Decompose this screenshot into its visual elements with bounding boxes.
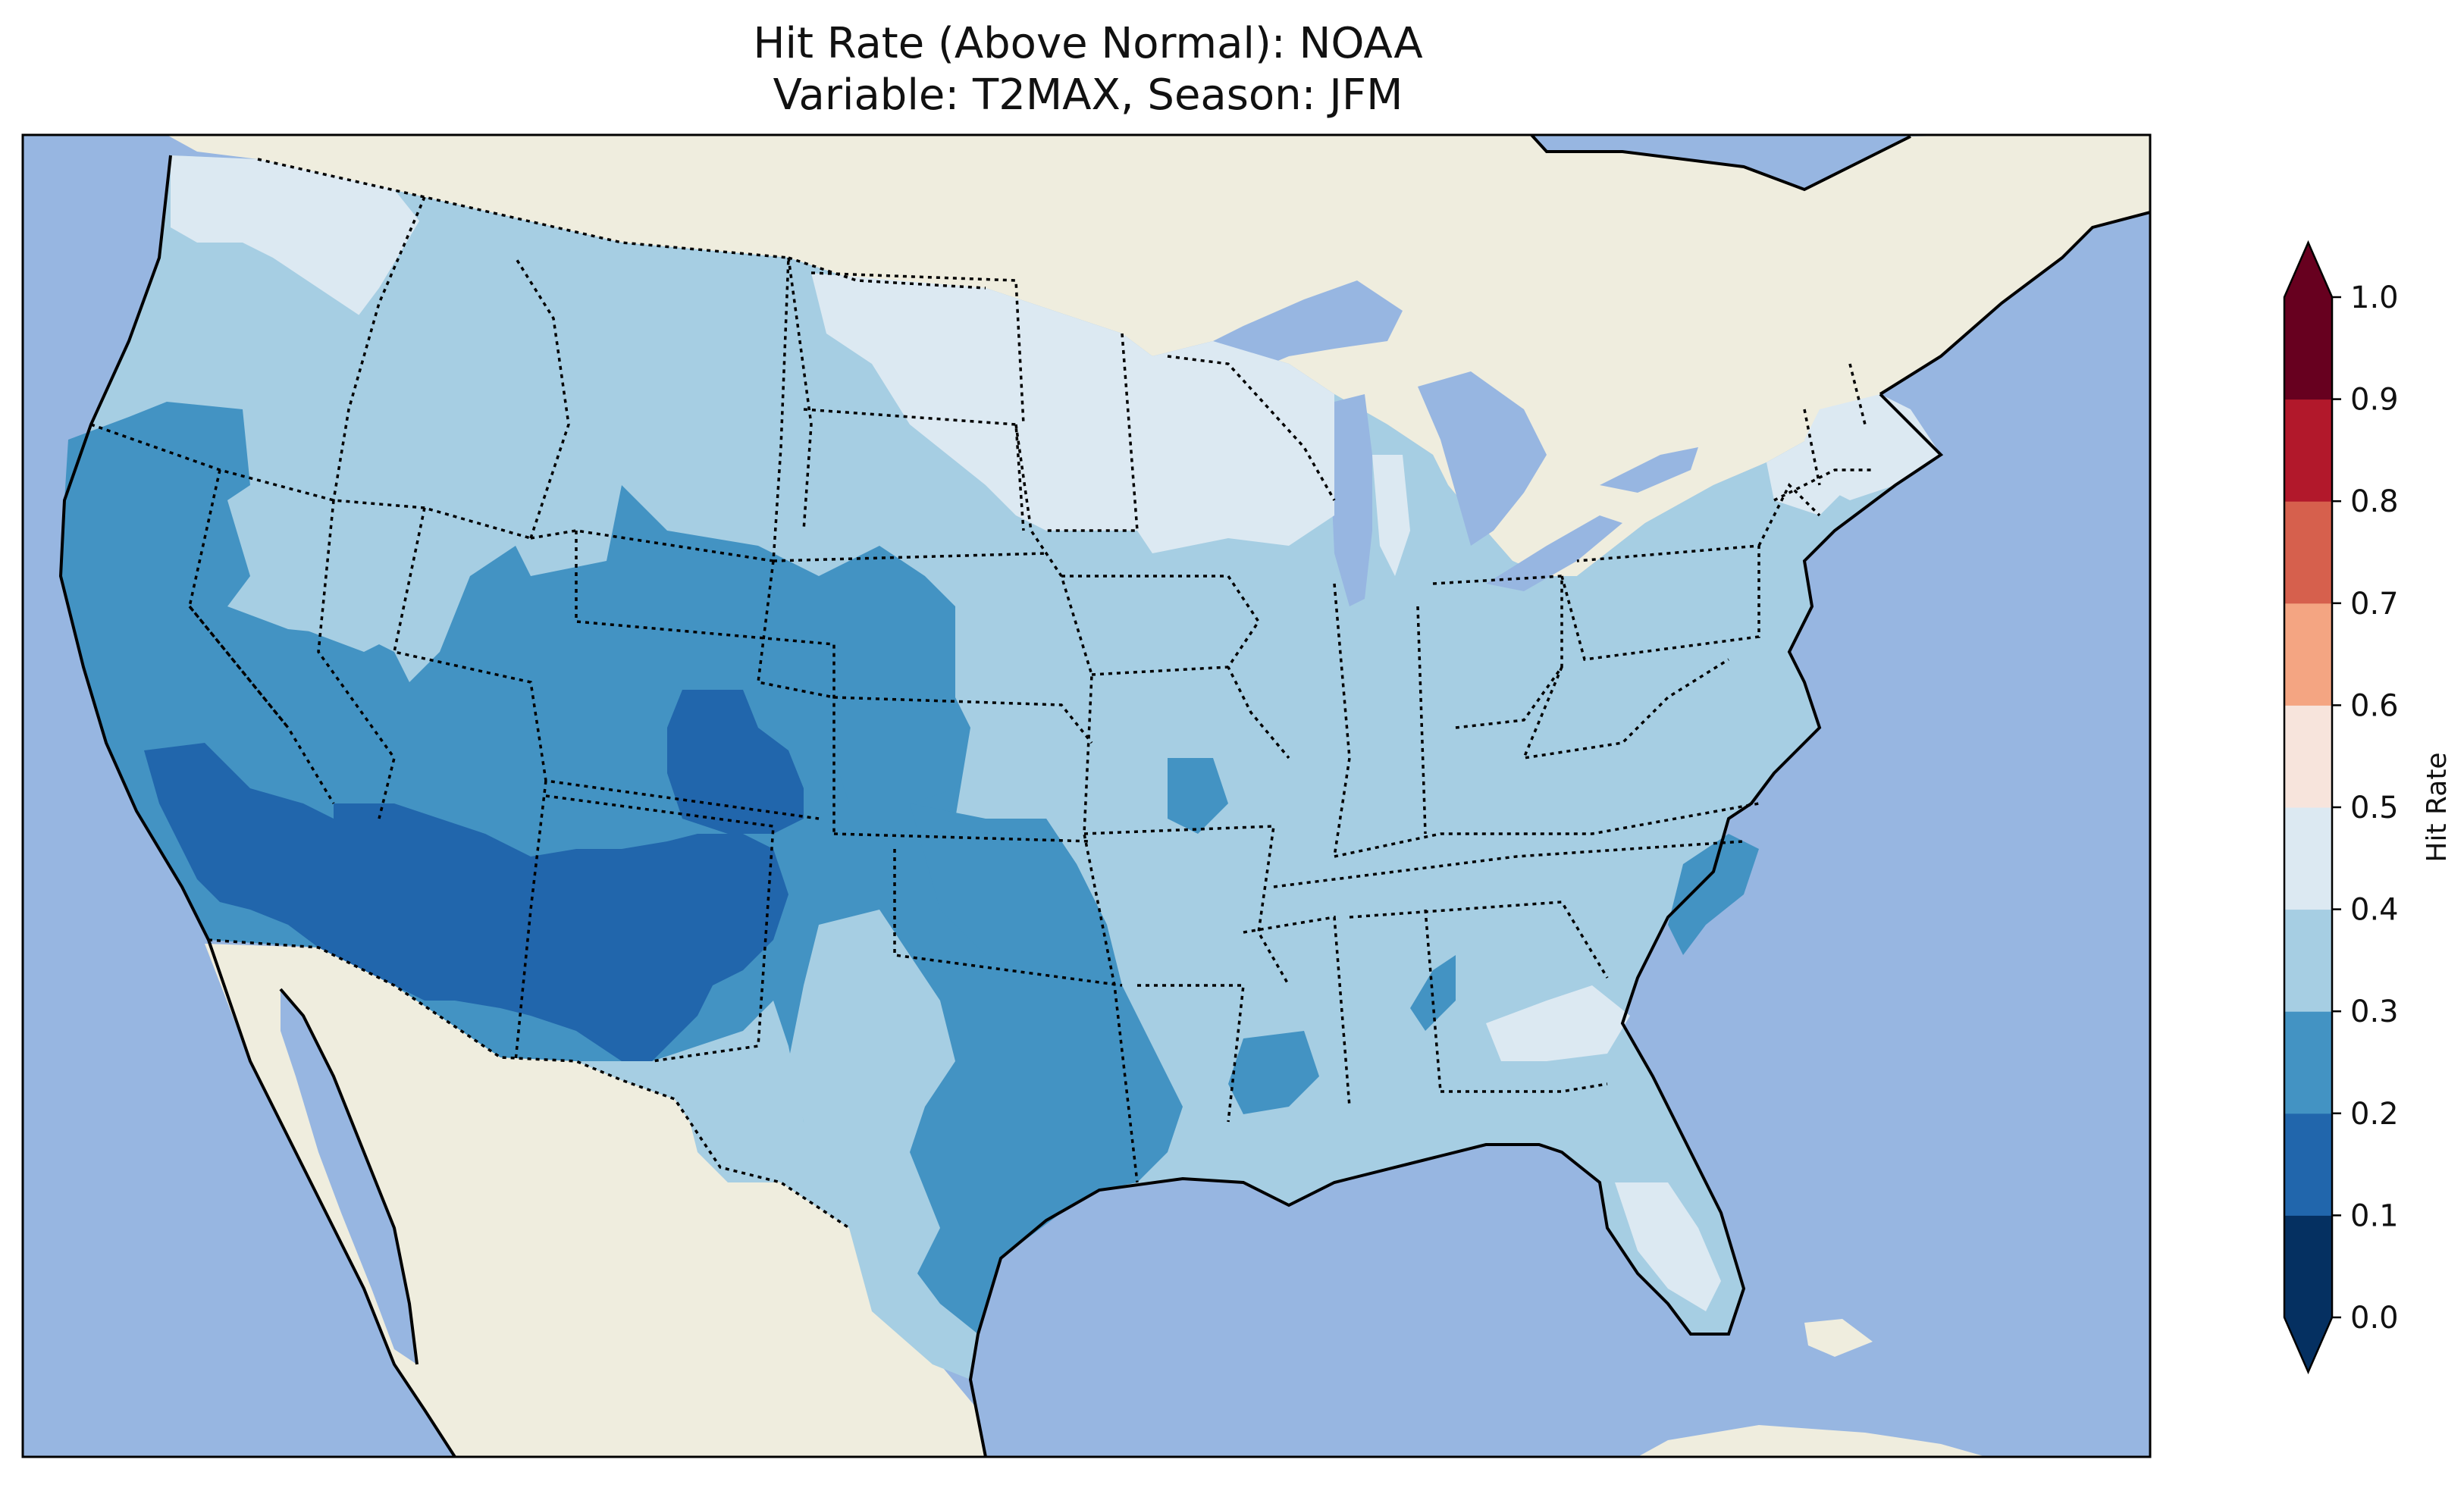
colorbar-bin-8 xyxy=(2284,399,2332,502)
land-cuba xyxy=(1804,1319,1873,1357)
colorbar-tick-label: 0.3 xyxy=(2350,994,2399,1029)
region-michigan-light xyxy=(1372,455,1410,576)
colorbar-bin-3 xyxy=(2284,909,2332,1012)
region-oklahoma-medium xyxy=(910,803,1114,985)
colorbar-bin-4 xyxy=(2284,807,2332,910)
lake-huron xyxy=(1418,371,1547,546)
land-south-bottom xyxy=(1638,1425,1986,1457)
state-borders xyxy=(90,158,1873,1229)
region-montana-light xyxy=(334,212,811,546)
colorbar-extend-low xyxy=(2284,1317,2332,1372)
colorbar-tick-label: 0.9 xyxy=(2350,383,2399,418)
coastlines xyxy=(58,135,2150,1457)
colorbar-bin-5 xyxy=(2284,705,2332,808)
colorbar-tick-label: 0.2 xyxy=(2350,1097,2399,1132)
map-frame xyxy=(21,133,2152,1458)
lake-ontario xyxy=(1600,447,1698,493)
gulf-of-california xyxy=(281,989,417,1364)
region-colorado-dark xyxy=(667,690,804,834)
colorbar-bin-1 xyxy=(2284,1113,2332,1216)
lake-erie xyxy=(1486,515,1622,591)
region-ny-light xyxy=(1766,424,1850,515)
region-nevada-light xyxy=(250,485,394,652)
colorbar-tick-label: 0.0 xyxy=(2350,1301,2399,1336)
colorbar-tick-label: 0.5 xyxy=(2350,791,2399,825)
region-southwest-dark xyxy=(144,743,788,1061)
colorbar-tick-label: 0.4 xyxy=(2350,893,2399,928)
colorbar-tick-label: 0.8 xyxy=(2350,484,2399,519)
colorbar-extend-high xyxy=(2284,243,2332,297)
colorbar-bin-0 xyxy=(2284,1215,2332,1318)
region-missouri-medium xyxy=(1168,758,1228,834)
colorbar-tick-label: 0.6 xyxy=(2350,688,2399,723)
region-north-plains-light xyxy=(811,273,1334,553)
chart-title-line2: Variable: T2MAX, Season: JFM xyxy=(773,70,1403,120)
colorbar-bin-2 xyxy=(2284,1011,2332,1114)
colorbar-bin-9 xyxy=(2284,297,2332,400)
colorbar-tick-label: 0.7 xyxy=(2350,587,2399,622)
region-mississippi-medium xyxy=(1228,1031,1319,1114)
region-kansas-medium xyxy=(834,697,955,803)
colorbar-bin-6 xyxy=(2284,603,2332,706)
region-nc-medium xyxy=(1668,834,1759,955)
region-texas-lighter xyxy=(788,910,955,1273)
region-pacific-nw-light xyxy=(171,155,425,318)
region-texas-west-light xyxy=(682,1076,804,1182)
chart-title-line1: Hit Rate (Above Normal): NOAA xyxy=(753,19,1423,68)
colorbar-bin-7 xyxy=(2284,501,2332,604)
region-georgia-light xyxy=(1486,985,1630,1061)
colorbar-tick-label: 0.1 xyxy=(2350,1198,2399,1233)
lake-michigan xyxy=(1331,394,1372,606)
colorbar-tick-label: 1.0 xyxy=(2350,280,2399,315)
region-florida-light xyxy=(1615,1182,1721,1311)
colorbar-label: Hit Rate xyxy=(2422,752,2453,862)
